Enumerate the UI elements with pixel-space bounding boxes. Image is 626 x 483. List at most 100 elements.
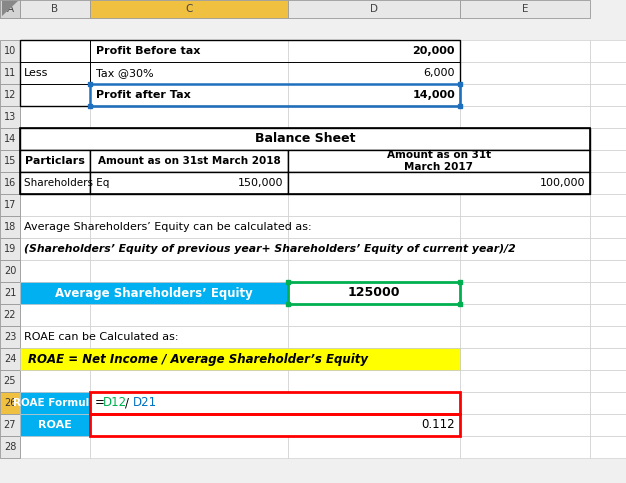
- Text: 28: 28: [4, 442, 16, 452]
- Text: 15: 15: [4, 156, 16, 166]
- Bar: [288, 326, 460, 348]
- Bar: [90, 326, 288, 348]
- Bar: [20, 414, 90, 436]
- Bar: [460, 436, 590, 458]
- Bar: [460, 304, 590, 326]
- Bar: [288, 62, 460, 84]
- Bar: [20, 0, 90, 18]
- Text: 21: 21: [4, 288, 16, 298]
- Text: Profit Before tax: Profit Before tax: [96, 46, 200, 56]
- Text: 14: 14: [4, 134, 16, 144]
- Text: Amount as on 31t
March 2017: Amount as on 31t March 2017: [387, 150, 491, 172]
- Bar: [460, 128, 590, 150]
- Bar: [20, 128, 590, 150]
- Bar: [590, 436, 626, 458]
- Bar: [0, 348, 20, 370]
- Bar: [590, 238, 626, 260]
- Bar: [460, 370, 590, 392]
- Bar: [460, 150, 590, 172]
- Text: 10: 10: [4, 46, 16, 56]
- Bar: [90, 238, 288, 260]
- Bar: [90, 62, 288, 84]
- Text: 20: 20: [4, 266, 16, 276]
- Bar: [20, 150, 90, 172]
- Bar: [90, 106, 288, 128]
- Bar: [20, 62, 90, 84]
- Bar: [288, 392, 460, 414]
- Bar: [90, 216, 288, 238]
- Bar: [20, 392, 90, 414]
- Bar: [0, 40, 20, 62]
- Bar: [590, 172, 626, 194]
- Bar: [288, 150, 460, 172]
- Bar: [288, 348, 460, 370]
- Bar: [90, 172, 288, 194]
- Bar: [90, 392, 460, 414]
- Bar: [20, 84, 90, 106]
- Bar: [20, 436, 90, 458]
- Bar: [0, 106, 20, 128]
- Text: Particlars: Particlars: [25, 156, 85, 166]
- Bar: [460, 172, 590, 194]
- Text: Profit after Tax: Profit after Tax: [96, 90, 191, 100]
- Bar: [20, 150, 90, 172]
- Bar: [590, 40, 626, 62]
- Bar: [90, 392, 288, 414]
- Bar: [460, 348, 590, 370]
- Bar: [288, 282, 460, 304]
- Text: Tax @30%: Tax @30%: [96, 68, 153, 78]
- Bar: [0, 0, 20, 18]
- Bar: [90, 40, 288, 62]
- Bar: [0, 194, 20, 216]
- Bar: [20, 304, 90, 326]
- Bar: [90, 370, 288, 392]
- Text: 100,000: 100,000: [540, 178, 585, 188]
- Bar: [590, 216, 626, 238]
- Bar: [590, 260, 626, 282]
- Text: 125000: 125000: [348, 286, 400, 299]
- Bar: [288, 260, 460, 282]
- Bar: [288, 370, 460, 392]
- Bar: [90, 436, 288, 458]
- Bar: [288, 84, 460, 106]
- Bar: [288, 216, 460, 238]
- Text: 150,000: 150,000: [237, 178, 283, 188]
- Bar: [20, 40, 460, 106]
- Bar: [460, 282, 590, 304]
- Bar: [20, 326, 90, 348]
- Bar: [460, 0, 590, 18]
- Bar: [0, 172, 20, 194]
- Text: Shareholders Eq: Shareholders Eq: [24, 178, 110, 188]
- Bar: [590, 128, 626, 150]
- Bar: [460, 392, 590, 414]
- Bar: [0, 0, 20, 18]
- Bar: [590, 62, 626, 84]
- Bar: [20, 216, 90, 238]
- Bar: [590, 282, 626, 304]
- Bar: [0, 392, 20, 414]
- Text: D12: D12: [103, 397, 127, 410]
- Bar: [288, 304, 460, 326]
- Bar: [288, 106, 460, 128]
- Bar: [0, 128, 20, 150]
- Bar: [90, 414, 460, 436]
- Text: E: E: [521, 4, 528, 14]
- Bar: [288, 0, 460, 18]
- Bar: [590, 414, 626, 436]
- Bar: [90, 414, 288, 436]
- Text: 16: 16: [4, 178, 16, 188]
- Bar: [590, 370, 626, 392]
- Text: D21: D21: [133, 397, 157, 410]
- Bar: [288, 150, 590, 172]
- Bar: [90, 150, 288, 172]
- Bar: [460, 62, 590, 84]
- Text: 6,000: 6,000: [424, 68, 455, 78]
- Bar: [590, 304, 626, 326]
- Text: 14,000: 14,000: [413, 90, 455, 100]
- Text: 11: 11: [4, 68, 16, 78]
- Bar: [460, 40, 590, 62]
- Bar: [288, 172, 460, 194]
- Bar: [460, 260, 590, 282]
- Bar: [20, 414, 90, 436]
- Bar: [90, 348, 288, 370]
